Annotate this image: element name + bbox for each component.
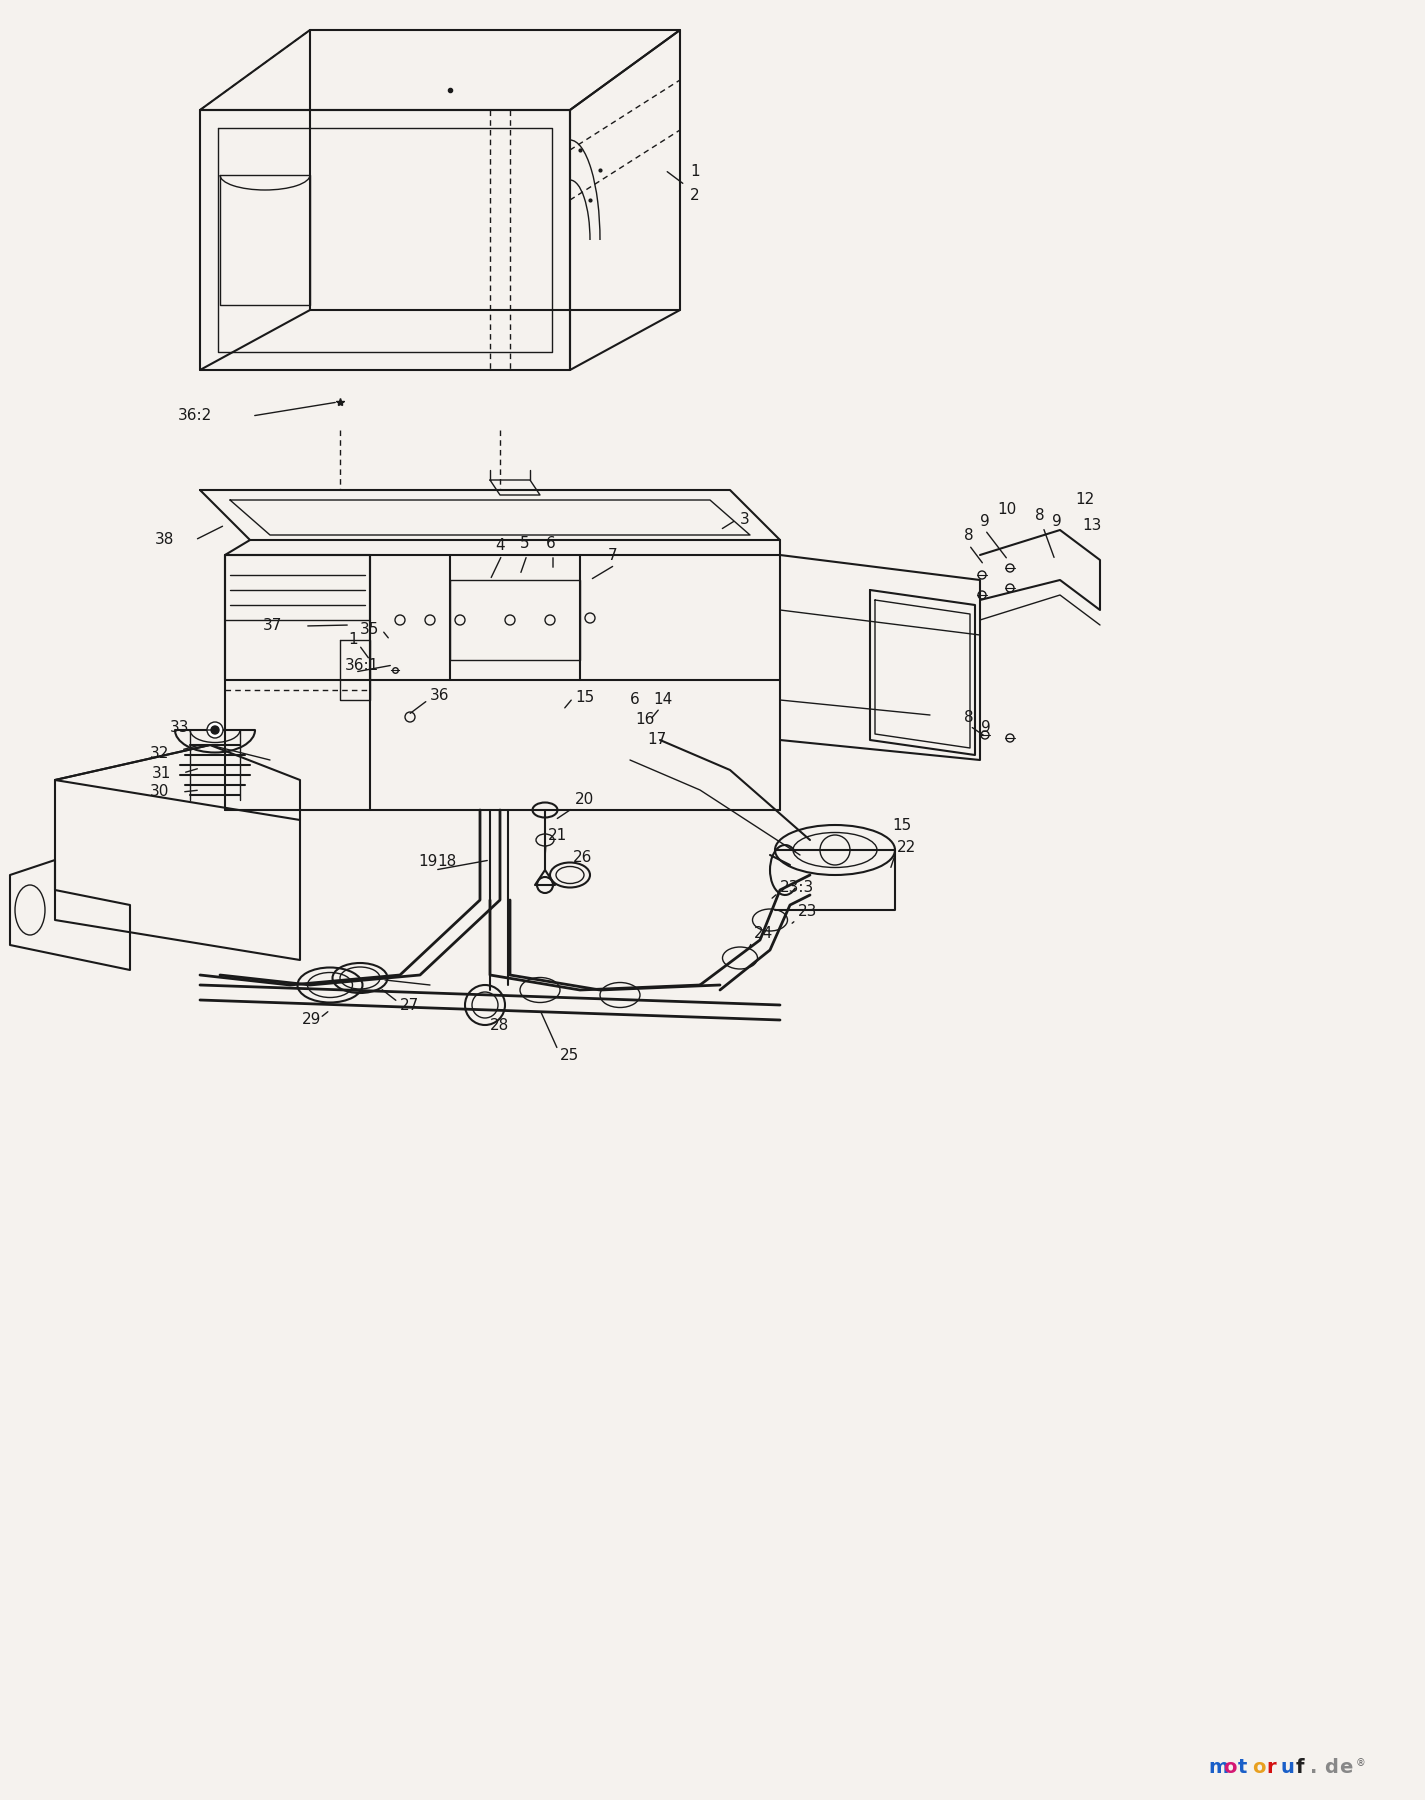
Text: o: o: [1223, 1759, 1237, 1777]
Text: 9: 9: [1052, 513, 1062, 529]
Text: 10: 10: [997, 502, 1016, 518]
Text: t: t: [1237, 1759, 1247, 1777]
Text: 2: 2: [690, 187, 700, 203]
Text: 23: 23: [798, 904, 818, 920]
Text: 15: 15: [892, 819, 911, 833]
Text: 6: 6: [546, 536, 556, 551]
Circle shape: [207, 722, 222, 738]
Text: 36:1: 36:1: [345, 657, 379, 673]
Text: 8: 8: [963, 711, 973, 725]
Text: 3: 3: [740, 513, 750, 527]
Text: 36: 36: [430, 688, 449, 702]
Text: 20: 20: [576, 792, 594, 808]
Text: 19: 19: [418, 855, 437, 869]
Text: 1: 1: [348, 632, 358, 648]
Text: 4: 4: [494, 538, 504, 553]
Text: 36:2: 36:2: [178, 409, 212, 423]
Text: 31: 31: [152, 765, 171, 781]
Text: e: e: [1340, 1759, 1352, 1777]
Text: u: u: [1281, 1759, 1295, 1777]
Text: 15: 15: [576, 691, 594, 706]
Text: 24: 24: [754, 927, 774, 941]
Text: 30: 30: [150, 785, 170, 799]
Text: 37: 37: [264, 619, 282, 634]
Text: 7: 7: [608, 547, 617, 562]
Text: 13: 13: [1082, 518, 1102, 533]
Text: .: .: [1310, 1759, 1317, 1777]
Text: 28: 28: [490, 1017, 509, 1033]
Text: f: f: [1295, 1759, 1304, 1777]
Text: 22: 22: [896, 841, 916, 855]
Text: r: r: [1267, 1759, 1275, 1777]
Text: 1: 1: [690, 164, 700, 180]
Text: 33: 33: [170, 720, 190, 736]
Text: o: o: [1253, 1759, 1265, 1777]
Text: 8: 8: [963, 527, 973, 542]
Text: 18: 18: [437, 855, 456, 869]
Text: 32: 32: [150, 747, 170, 761]
Text: 26: 26: [573, 851, 593, 866]
Text: 5: 5: [520, 536, 530, 551]
Text: 21: 21: [549, 828, 567, 842]
Text: 9: 9: [980, 513, 990, 529]
Text: 12: 12: [1074, 493, 1094, 508]
Text: 38: 38: [155, 533, 174, 547]
Text: 25: 25: [560, 1048, 579, 1062]
Text: d: d: [1324, 1759, 1338, 1777]
Text: 23:3: 23:3: [779, 880, 814, 896]
Text: 16: 16: [636, 713, 654, 727]
Text: 6: 6: [630, 693, 640, 707]
Text: 9: 9: [980, 720, 990, 736]
Text: 27: 27: [400, 997, 419, 1012]
Text: 8: 8: [1035, 508, 1045, 522]
Text: 35: 35: [361, 623, 379, 637]
Text: ®: ®: [1355, 1757, 1365, 1768]
Text: 29: 29: [302, 1012, 322, 1028]
Text: 14: 14: [653, 693, 673, 707]
Text: 17: 17: [647, 733, 667, 747]
Text: m: m: [1208, 1759, 1228, 1777]
Circle shape: [211, 725, 219, 734]
